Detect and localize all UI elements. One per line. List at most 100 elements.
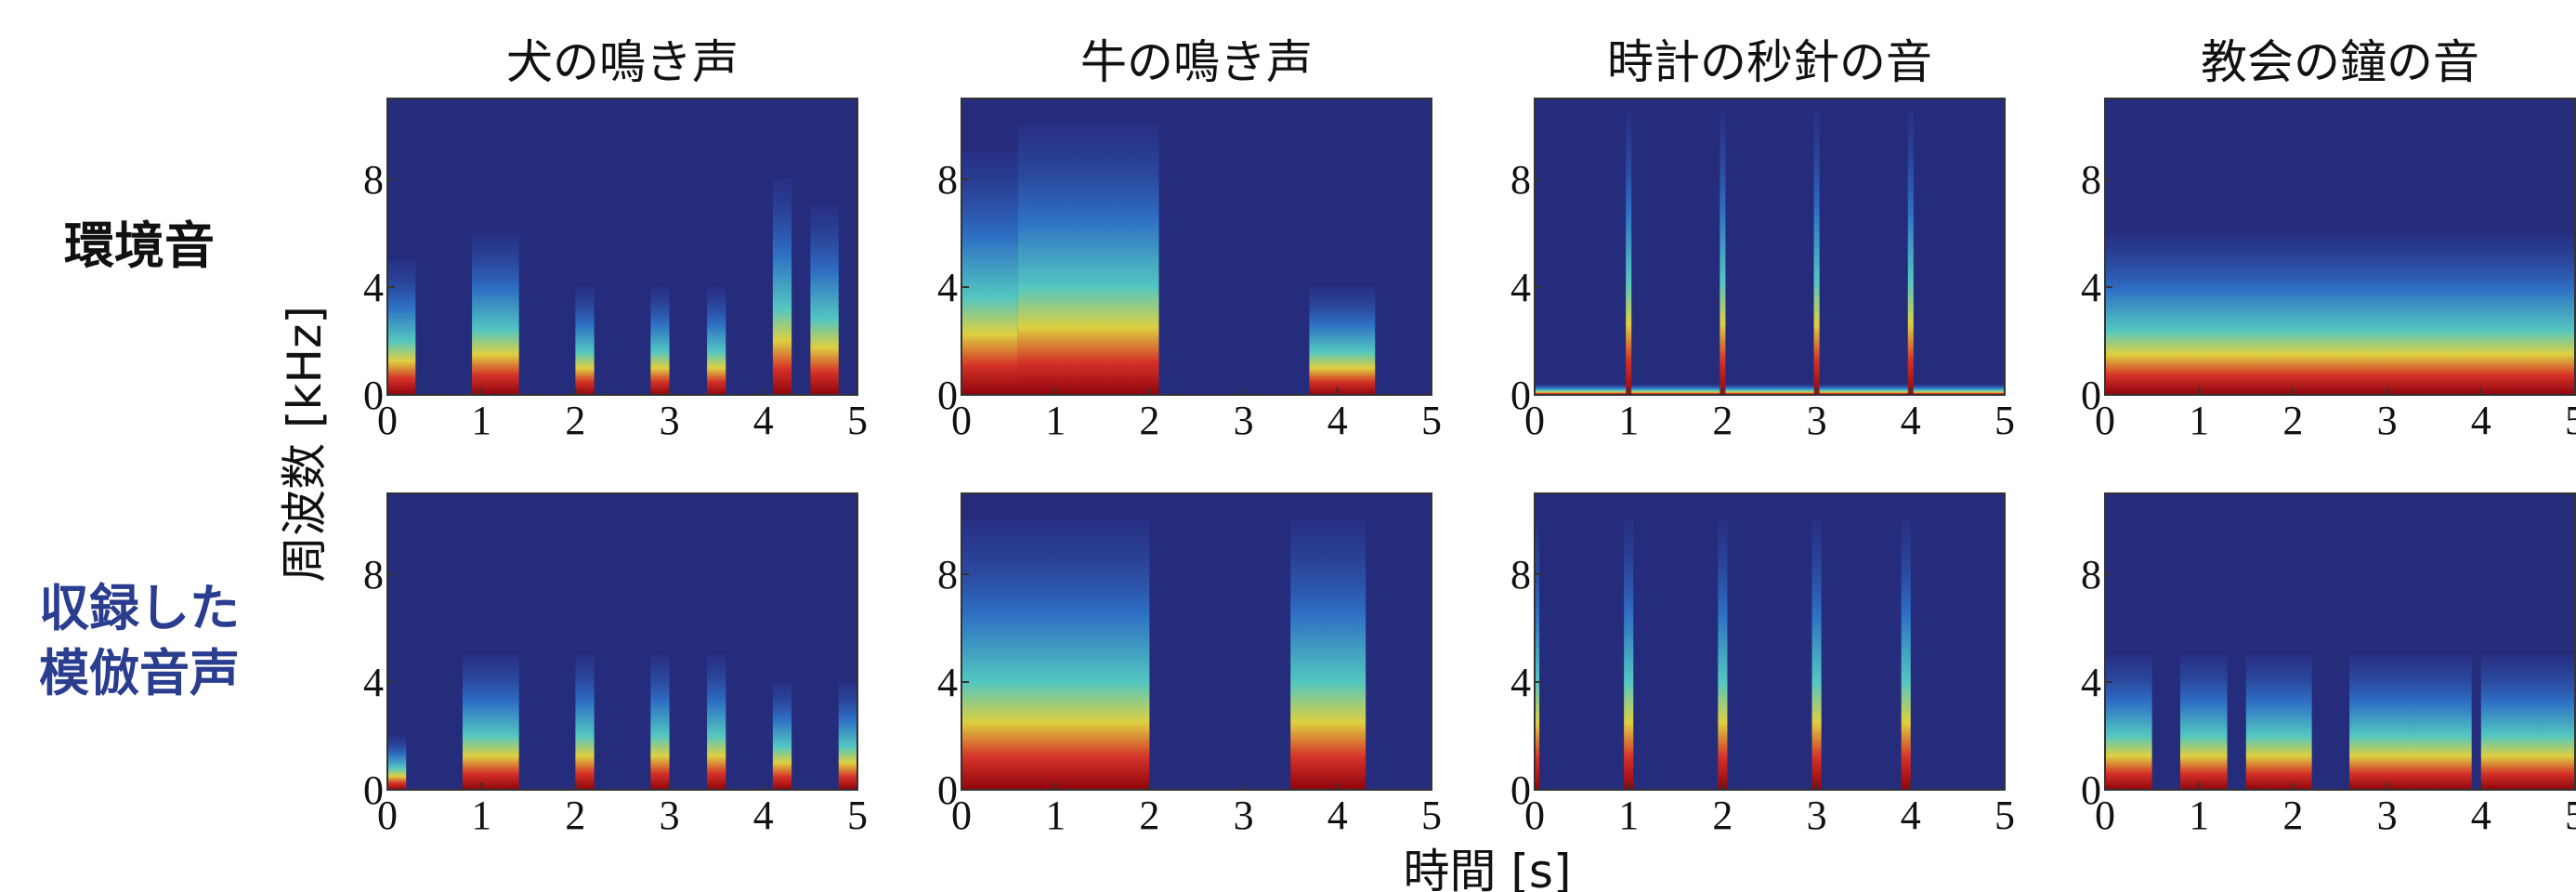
row-label: 収録した (39, 579, 240, 637)
sound-event (575, 287, 594, 395)
x-tick-label: 4 (753, 793, 774, 838)
sound-event (1814, 112, 1820, 396)
sound-event (2246, 655, 2312, 790)
sound-event (387, 260, 415, 395)
x-tick-label: 4 (2471, 793, 2491, 838)
x-tick-label: 0 (951, 398, 972, 443)
x-tick-label: 1 (471, 398, 491, 443)
panel-title: 教会の鐘の音 (2201, 35, 2479, 89)
sound-event (707, 287, 726, 395)
x-tick-label: 0 (2095, 398, 2115, 443)
sound-event (839, 682, 857, 790)
sound-event (1718, 520, 1727, 790)
sound-event (1908, 112, 1914, 396)
x-tick-label: 3 (2377, 398, 2398, 443)
x-tick-label: 5 (2565, 793, 2576, 838)
sound-event (2538, 655, 2575, 790)
x-tick-label: 1 (1045, 398, 1066, 443)
sound-event (1018, 125, 1159, 395)
y-tick-label: 8 (937, 552, 958, 597)
x-tick-label: 4 (2471, 398, 2491, 443)
page: 時間 [s] 周波数 [kHz] 環境音収録した模倣音声 犬の鳴き声 0 4 8 0 1 2 3… (0, 0, 2576, 892)
panel-title: 犬の鳴き声 (506, 35, 739, 89)
x-tick-label: 3 (1234, 398, 1254, 443)
y-tick-label: 4 (1510, 660, 1531, 705)
x-tick-label: 3 (660, 398, 680, 443)
sound-event (961, 520, 1149, 790)
y-tick-label: 4 (2081, 660, 2101, 705)
x-tick-label: 3 (1807, 793, 1827, 838)
sound-event (961, 152, 1018, 395)
x-tick-label: 0 (377, 793, 398, 838)
sound-event (2415, 655, 2472, 790)
x-tick-label: 2 (2282, 398, 2303, 443)
x-tick-label: 5 (847, 793, 868, 838)
y-tick-label: 4 (363, 265, 384, 310)
sound-event (1720, 112, 1725, 396)
x-tick-label: 1 (2189, 793, 2209, 838)
sound-event (1624, 520, 1633, 790)
sound-event (1902, 520, 1911, 790)
x-tick-label: 0 (2095, 793, 2115, 838)
sound-event (2481, 655, 2538, 790)
figure: 時間 [s] 周波数 [kHz] 環境音収録した模倣音声 犬の鳴き声 0 4 8 0 1 2 3… (0, 0, 2576, 892)
sound-event (2349, 655, 2415, 790)
sound-event (2105, 655, 2152, 790)
sound-event (773, 682, 791, 790)
y-tick-label: 8 (937, 157, 958, 203)
x-tick-label: 2 (1139, 793, 1159, 838)
row-label: 環境音 (64, 216, 215, 275)
x-tick-label: 4 (753, 398, 774, 443)
x-tick-label: 5 (1994, 398, 2015, 443)
sound-event (575, 655, 594, 790)
x-tick-label: 1 (1045, 793, 1066, 838)
y-tick-label: 8 (2081, 157, 2101, 203)
x-tick-label: 3 (2377, 793, 2398, 838)
x-tick-label: 0 (377, 398, 398, 443)
sound-event (2105, 233, 2575, 395)
row-label: 模倣音声 (39, 644, 240, 702)
sound-event (387, 736, 406, 790)
x-tick-label: 3 (1807, 398, 1827, 443)
sound-event (2180, 655, 2228, 790)
sound-event (1535, 384, 2005, 395)
sound-event (650, 287, 669, 395)
x-tick-label: 2 (565, 398, 585, 443)
x-tick-label: 0 (951, 793, 972, 838)
x-tick-label: 2 (1712, 793, 1733, 838)
x-tick-label: 1 (1618, 793, 1639, 838)
sound-event (707, 655, 726, 790)
x-tick-label: 2 (2282, 793, 2303, 838)
sound-event (1290, 520, 1366, 790)
x-tick-label: 0 (1524, 793, 1545, 838)
sound-event (1812, 520, 1822, 790)
x-tick-label: 1 (2189, 398, 2209, 443)
x-tick-label: 5 (1421, 398, 1442, 443)
y-tick-label: 8 (1510, 552, 1531, 597)
x-tick-label: 2 (1712, 398, 1733, 443)
y-tick-label: 4 (1510, 265, 1531, 310)
sound-event (810, 206, 838, 395)
y-tick-label: 8 (1510, 157, 1531, 203)
sound-event (463, 655, 519, 790)
plot-background (1535, 493, 2005, 790)
x-tick-label: 0 (1524, 398, 1545, 443)
y-tick-label: 8 (363, 157, 384, 203)
y-tick-label: 4 (937, 265, 958, 310)
x-tick-label: 1 (1618, 398, 1639, 443)
x-tick-label: 4 (1327, 793, 1348, 838)
x-tick-label: 5 (847, 398, 868, 443)
x-tick-label: 5 (1421, 793, 1442, 838)
x-tick-label: 4 (1901, 793, 1921, 838)
sound-event (650, 655, 669, 790)
panel-title: 時計の秒針の音 (1607, 35, 1932, 89)
panel-title: 牛の鳴き声 (1080, 35, 1313, 89)
x-tick-label: 2 (565, 793, 585, 838)
y-axis-label: 周波数 [kHz] (278, 306, 332, 583)
x-axis-label: 時間 [s] (1404, 845, 1572, 892)
x-tick-label: 5 (2565, 398, 2576, 443)
x-tick-label: 5 (1994, 793, 2015, 838)
y-tick-label: 4 (2081, 265, 2101, 310)
x-tick-label: 2 (1139, 398, 1159, 443)
y-tick-label: 4 (363, 660, 384, 705)
